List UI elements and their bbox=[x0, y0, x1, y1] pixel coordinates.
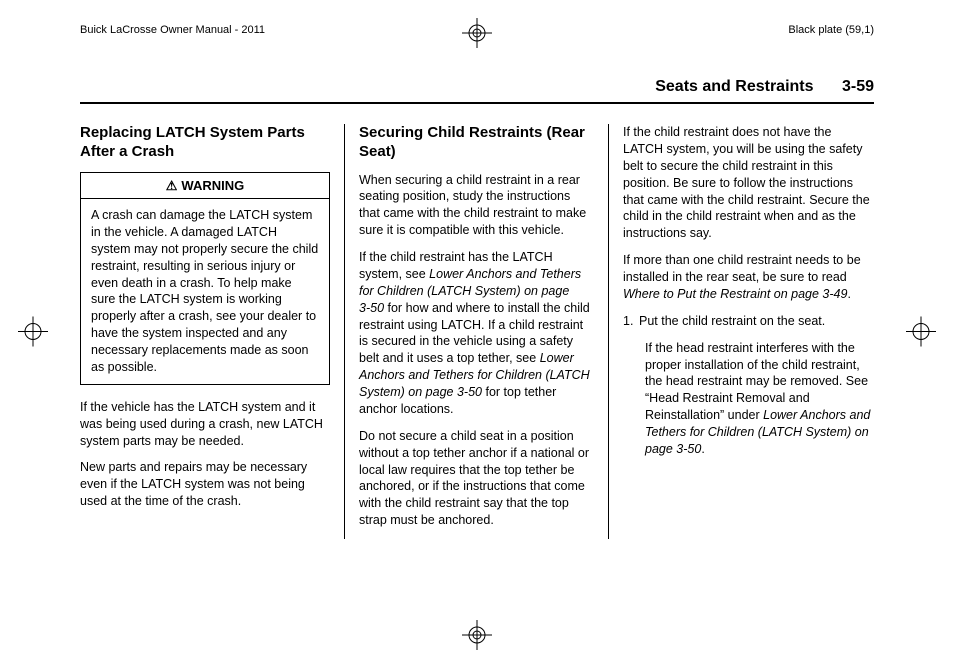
column-2: Securing Child Restraints (Rear Seat) Wh… bbox=[344, 124, 608, 539]
col1-title: Replacing LATCH System Parts After a Cra… bbox=[80, 124, 330, 162]
step-1-sub: If the head restraint interferes with th… bbox=[645, 340, 872, 458]
registration-mark-top bbox=[462, 18, 492, 48]
warning-body: A crash can damage the LATCH system in t… bbox=[81, 199, 329, 384]
col2-para-1: When securing a child restraint in a rea… bbox=[359, 172, 594, 240]
running-header: Seats and Restraints 3-59 bbox=[80, 78, 874, 104]
col2-title: Securing Child Restraints (Rear Seat) bbox=[359, 124, 594, 162]
registration-mark-bottom bbox=[462, 620, 492, 650]
steps-list: 1.Put the child restraint on the seat. I… bbox=[623, 313, 872, 458]
col3-para-2: If more than one child restraint needs t… bbox=[623, 252, 872, 303]
content-columns: Replacing LATCH System Parts After a Cra… bbox=[80, 124, 874, 539]
col2-para-3: Do not secure a child seat in a position… bbox=[359, 428, 594, 529]
warning-header: ⚠WARNING bbox=[81, 173, 329, 200]
section-name: Seats and Restraints bbox=[655, 78, 813, 95]
page-number: 3-59 bbox=[842, 78, 874, 95]
warning-label: WARNING bbox=[181, 178, 244, 193]
manual-title: Buick LaCrosse Owner Manual - 2011 bbox=[80, 24, 265, 36]
col1-para-1: If the vehicle has the LATCH system and … bbox=[80, 399, 330, 450]
col3-p2-ref: Where to Put the Restraint on page 3‑49 bbox=[623, 287, 847, 301]
registration-mark-left bbox=[18, 317, 48, 352]
col2-para-2: If the child restraint has the LATCH sys… bbox=[359, 249, 594, 418]
col3-para-1: If the child restraint does not have the… bbox=[623, 124, 872, 242]
column-3: If the child restraint does not have the… bbox=[608, 124, 872, 539]
step-1-text: Put the child restraint on the seat. bbox=[639, 314, 825, 328]
col3-p2-text-c: . bbox=[847, 287, 850, 301]
plate-info: Black plate (59,1) bbox=[788, 24, 874, 36]
registration-mark-right bbox=[906, 317, 936, 352]
warning-box: ⚠WARNING A crash can damage the LATCH sy… bbox=[80, 172, 330, 385]
col1-para-2: New parts and repairs may be necessary e… bbox=[80, 459, 330, 510]
col3-p2-text-a: If more than one child restraint needs t… bbox=[623, 253, 861, 284]
warning-icon: ⚠ bbox=[166, 178, 178, 193]
page-content: Seats and Restraints 3-59 Replacing LATC… bbox=[80, 78, 874, 539]
column-1: Replacing LATCH System Parts After a Cra… bbox=[80, 124, 344, 539]
step-1: 1.Put the child restraint on the seat. I… bbox=[623, 313, 872, 458]
step-1-number: 1. bbox=[623, 313, 639, 330]
step-1-sub-c: . bbox=[701, 442, 704, 456]
